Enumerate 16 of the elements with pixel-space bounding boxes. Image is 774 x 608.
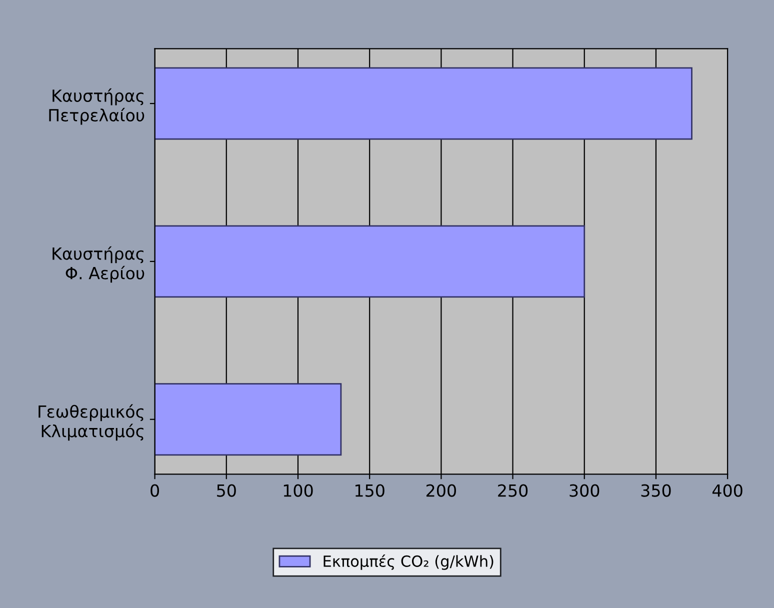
x-tick-label: 200: [426, 484, 456, 497]
x-tick-label: 50: [217, 484, 236, 497]
x-tick-label: 250: [498, 484, 528, 497]
x-tick-label: 350: [641, 484, 671, 497]
x-tick-label: 400: [712, 484, 742, 497]
x-tick-label: 300: [570, 484, 600, 497]
bar: [154, 383, 342, 456]
y-tick-label: Γεωθερμικός Κλιματισμός: [38, 404, 144, 441]
x-tick-label: 0: [150, 484, 159, 497]
y-tick-label: Καυστήρας Πετρελαίου: [49, 88, 144, 125]
y-tick-label: Καυστήρας Φ. Αερίου: [52, 246, 144, 283]
bar: [154, 67, 692, 140]
x-tick-label: 100: [284, 484, 313, 497]
x-tick-label: 150: [356, 484, 384, 497]
bar: [154, 225, 586, 298]
legend-label: Εκπομπές CO₂ (g/kWh): [324, 554, 494, 570]
